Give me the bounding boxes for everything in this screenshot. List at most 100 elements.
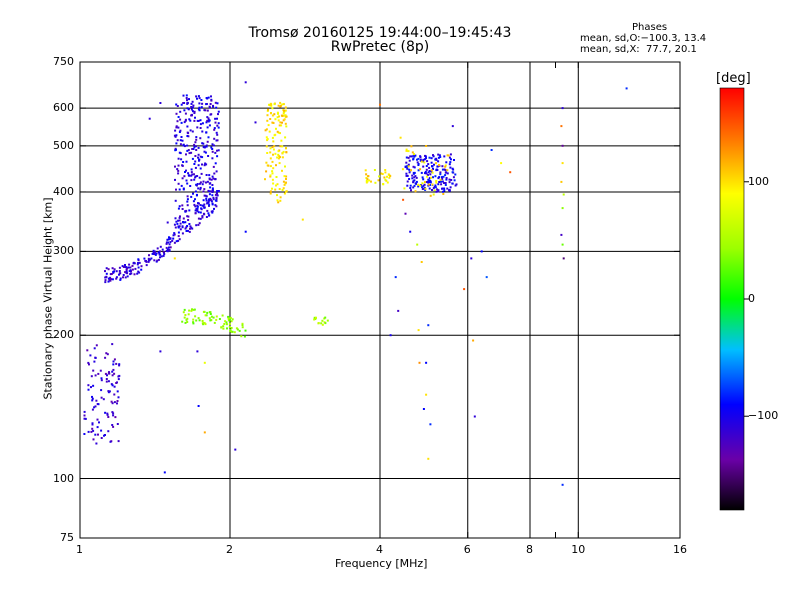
data-point [440,180,443,183]
data-point [433,163,435,166]
data-point [561,144,564,147]
data-point [198,176,201,179]
data-point [94,374,97,377]
data-point [435,157,438,160]
data-point [277,104,280,107]
data-point [184,227,187,230]
data-point [277,112,279,115]
data-point [202,190,205,193]
data-point [444,184,447,186]
data-point [438,164,440,167]
data-point [451,171,454,174]
data-point [409,230,412,233]
data-point [188,209,191,212]
data-point [425,361,428,364]
data-point [439,178,442,181]
data-point [173,257,176,260]
data-point [241,324,244,326]
data-point [201,102,204,105]
data-point [166,221,169,224]
data-point [405,156,408,159]
data-point [201,156,204,159]
data-point [184,321,187,324]
data-point [198,319,201,322]
data-point [165,246,168,249]
data-point [265,145,268,148]
data-point [440,176,443,179]
data-point [448,156,451,159]
data-point [431,183,434,186]
x-axis-label: Frequency [MHz] [335,557,428,570]
data-point [405,172,408,175]
data-point [463,288,466,291]
data-point [211,184,214,186]
data-point [207,212,210,215]
y-tick-label: 750 [53,55,74,68]
data-point [284,136,287,139]
data-point [180,136,183,138]
data-point [201,122,204,125]
data-point [168,243,171,246]
data-point [279,196,282,199]
data-point [176,139,179,142]
data-point [221,314,224,317]
data-point [401,168,404,171]
data-point [274,133,277,136]
data-point [241,322,244,325]
data-point [205,121,208,124]
data-point [428,187,431,190]
data-point [413,184,416,187]
data-point [100,379,103,382]
data-point [205,103,208,105]
data-point [175,188,177,191]
data-point [178,216,181,219]
data-point [443,155,446,158]
data-point [199,127,202,129]
data-point [203,194,206,197]
data-point [208,193,211,196]
data-point [424,187,427,190]
data-point [122,276,124,279]
data-point [201,320,204,322]
data-point [197,405,200,407]
data-point [278,115,280,118]
data-point [205,197,208,200]
data-point [195,207,198,210]
data-point [92,369,95,372]
data-point [625,87,628,90]
data-point [412,157,415,160]
data-point [115,362,118,365]
data-point [425,172,428,175]
data-point [206,119,209,122]
data-point [197,146,200,149]
data-point [194,209,197,212]
data-point [222,325,225,328]
data-point [194,190,197,193]
data-point [159,245,162,248]
data-point [411,177,414,180]
data-point [269,174,272,177]
data-point [129,273,132,276]
data-point [370,180,372,183]
data-point [204,194,207,197]
data-point [438,181,441,183]
data-point [115,270,118,273]
data-point [184,221,187,224]
data-point [430,161,433,164]
data-point [140,268,143,271]
data-point [213,172,216,175]
data-point [186,149,189,152]
data-point [437,183,440,186]
data-point [422,408,425,410]
data-point [110,273,113,275]
data-point [147,260,150,263]
data-point [276,111,279,114]
data-point [271,178,274,181]
data-point [95,399,98,402]
data-point [417,169,420,172]
data-point [225,323,228,326]
data-point [561,107,564,110]
data-point [426,175,428,178]
data-point [438,154,441,157]
data-point [443,182,445,184]
